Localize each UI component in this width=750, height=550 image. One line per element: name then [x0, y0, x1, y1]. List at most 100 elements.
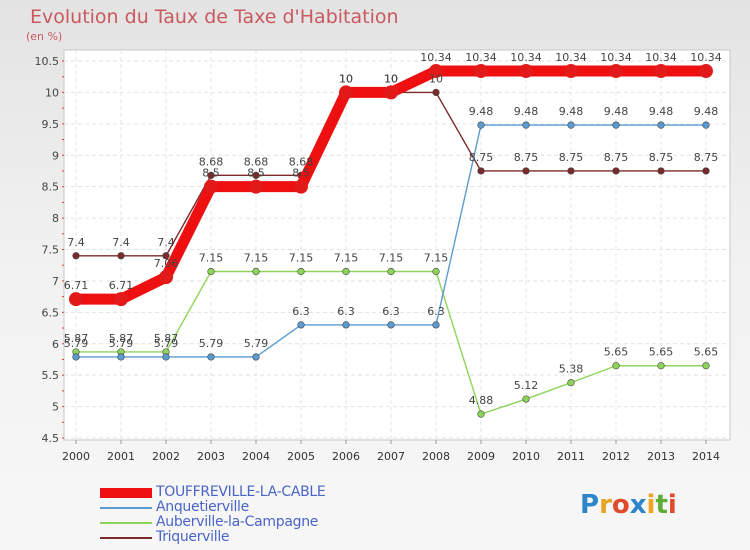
data-point	[612, 167, 620, 175]
data-label: 6.3	[427, 305, 445, 318]
data-label: 5.65	[604, 346, 629, 359]
data-label: 8.68	[199, 155, 224, 168]
axes: 4.5 5 5.5 6 6.5 7 7.5 8 8.5 9 9.5 10 10.5 2000 2001 200…	[35, 55, 721, 463]
y-tick-label: 7	[52, 275, 59, 288]
legend-swatch	[100, 536, 152, 539]
data-label: 7.06	[154, 257, 179, 270]
data-label: 9.48	[604, 105, 629, 118]
data-point	[297, 321, 305, 329]
data-point	[204, 179, 218, 194]
data-label: 10	[339, 72, 353, 85]
data-point	[477, 121, 485, 129]
x-tick-label: 2009	[467, 450, 495, 463]
data-label: 6.3	[292, 305, 310, 318]
data-label: 8.75	[469, 151, 494, 164]
logo-letter: P	[580, 490, 600, 520]
data-point	[477, 167, 485, 175]
data-point	[72, 252, 80, 260]
data-point	[339, 85, 353, 100]
legend-item: Anquetierville	[100, 500, 325, 515]
data-label: 7.15	[424, 251, 449, 264]
data-point	[699, 64, 713, 79]
data-point	[522, 167, 530, 175]
data-label: 10	[384, 72, 398, 85]
x-tick-label: 2002	[152, 450, 180, 463]
y-tick-label: 5.5	[42, 369, 60, 382]
x-tick-label: 2001	[107, 450, 135, 463]
data-label: 7.15	[199, 251, 224, 264]
grid-lines	[64, 50, 730, 440]
data-point	[384, 85, 398, 100]
data-label: 10.34	[555, 51, 587, 64]
x-tick-label: 2008	[422, 450, 450, 463]
data-point	[69, 292, 83, 307]
x-tick-label: 2004	[242, 450, 270, 463]
data-point	[252, 171, 260, 179]
data-point	[294, 179, 308, 194]
data-label: 8.68	[289, 155, 314, 168]
data-label: 7.15	[289, 251, 314, 264]
logo-letter: i	[646, 490, 656, 520]
x-tick-label: 2005	[287, 450, 315, 463]
data-point	[519, 64, 533, 79]
data-point	[477, 410, 485, 418]
data-point	[432, 321, 440, 329]
data-point	[567, 379, 575, 387]
series-auberville-la-campagne	[72, 267, 710, 418]
data-point	[432, 88, 440, 97]
y-tick-label: 4.5	[42, 432, 60, 445]
data-label: 10.34	[690, 51, 722, 64]
data-label: 7.15	[379, 251, 404, 264]
y-tick-label: 10	[45, 86, 59, 99]
data-label: 9.48	[469, 105, 494, 118]
legend-swatch	[100, 487, 152, 498]
data-label: 5.79	[244, 337, 269, 350]
data-point	[702, 167, 710, 175]
legend-swatch	[100, 521, 152, 524]
data-point	[342, 267, 350, 276]
legend-item: Triquerville	[100, 530, 325, 545]
logo-letter: x	[629, 490, 647, 520]
data-label: 8.75	[604, 151, 629, 164]
data-label: 4.88	[469, 394, 494, 407]
data-point	[432, 267, 440, 276]
data-label: 8.68	[244, 155, 269, 168]
data-point	[702, 362, 710, 370]
y-tick-label: 6	[52, 338, 59, 351]
x-tick-label: 2000	[62, 450, 90, 463]
legend-label: Triquerville	[156, 529, 230, 545]
data-label: 10	[384, 72, 398, 85]
data-label: 8.5	[202, 167, 220, 180]
data-point	[249, 179, 263, 194]
data-point	[387, 321, 395, 329]
data-label: 10	[339, 72, 353, 85]
data-point	[72, 353, 80, 361]
data-label: 6.3	[337, 305, 355, 318]
x-tick-label: 2010	[512, 450, 540, 463]
data-point	[297, 267, 305, 276]
y-tick-label: 8	[52, 212, 59, 225]
y-tick-label: 9	[52, 149, 59, 162]
x-tick-label: 2011	[557, 450, 585, 463]
data-label: 5.79	[154, 337, 179, 350]
data-point	[564, 64, 578, 79]
proxiti-logo: Proxiti	[580, 490, 677, 520]
data-label: 8.5	[292, 167, 310, 180]
data-label: 8.75	[559, 151, 584, 164]
data-point	[207, 267, 215, 276]
data-label: 5.87	[109, 332, 134, 345]
data-point	[387, 267, 395, 276]
data-point	[522, 121, 530, 129]
y-tick-label: 7.5	[42, 244, 60, 257]
data-point	[342, 321, 350, 329]
data-label: 10	[429, 72, 443, 85]
data-label: 5.79	[109, 337, 134, 350]
data-label: 10.34	[600, 51, 632, 64]
data-label: 10.34	[510, 51, 542, 64]
data-label: 8.75	[694, 151, 719, 164]
data-point	[252, 267, 260, 276]
data-labels: 6.71 6.71 7.06 8.5 8.5 8.5 10 10 10.34 10.34 10.34…	[64, 51, 722, 407]
data-label: 10.34	[465, 51, 497, 64]
data-point	[657, 167, 665, 175]
